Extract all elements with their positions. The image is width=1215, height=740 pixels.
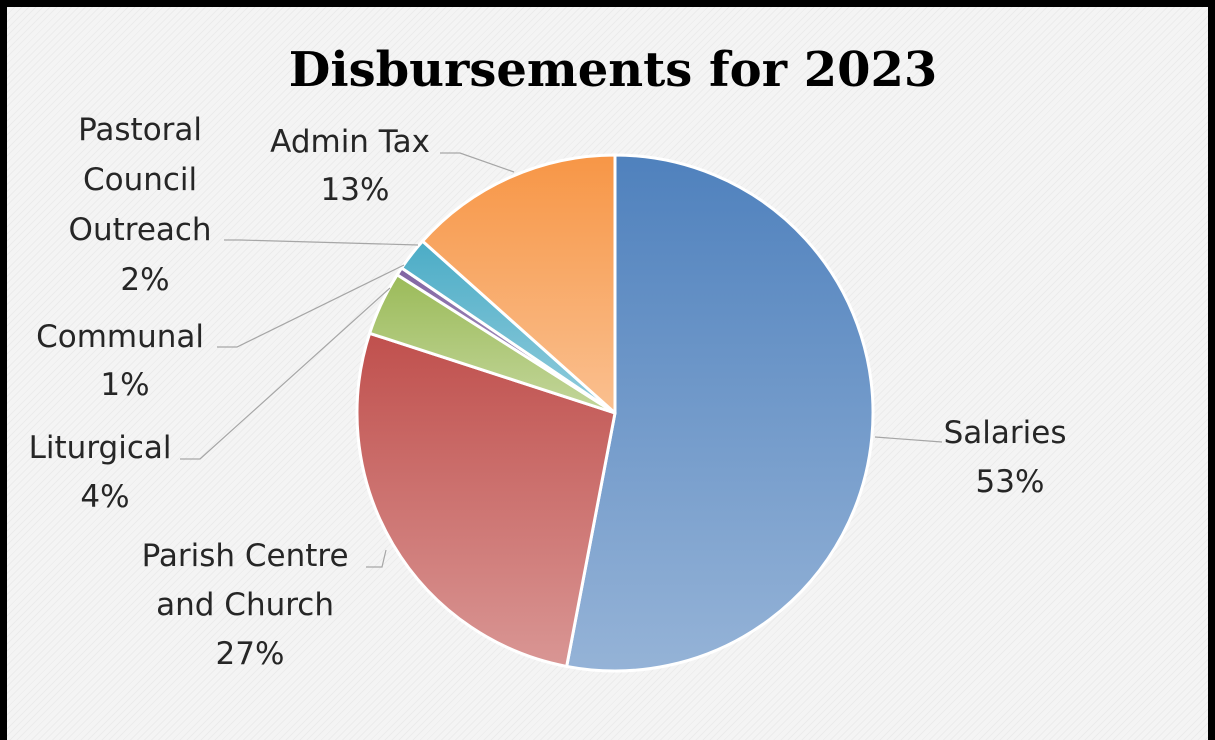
label-parish-centre-and-church: Parish Centre and Church 27% (142, 538, 359, 672)
label-liturgical: Liturgical 4% (29, 430, 182, 515)
leader-pastoral-council-outreach (224, 239, 419, 246)
leader-admin-tax (440, 152, 515, 173)
label-salaries: Salaries 53% (944, 415, 1077, 500)
label-pastoral-council-outreach: Pastoral Council Outreach 2% (69, 112, 222, 298)
pie-slices (355, 153, 875, 673)
leader-lines (180, 152, 943, 568)
label-admin-tax: Admin Tax 13% (270, 124, 440, 208)
leader-communal (217, 264, 405, 348)
leader-salaries (874, 436, 943, 443)
slice-parish-centre-and-church (355, 331, 617, 668)
leader-liturgical (180, 287, 391, 460)
leader-parish-centre-and-church (366, 549, 387, 568)
chart-title: Disbursements for 2023 (289, 42, 938, 98)
slice-salaries (565, 153, 875, 673)
label-communal: Communal 1% (36, 319, 214, 403)
slice-admin-tax (421, 153, 617, 415)
